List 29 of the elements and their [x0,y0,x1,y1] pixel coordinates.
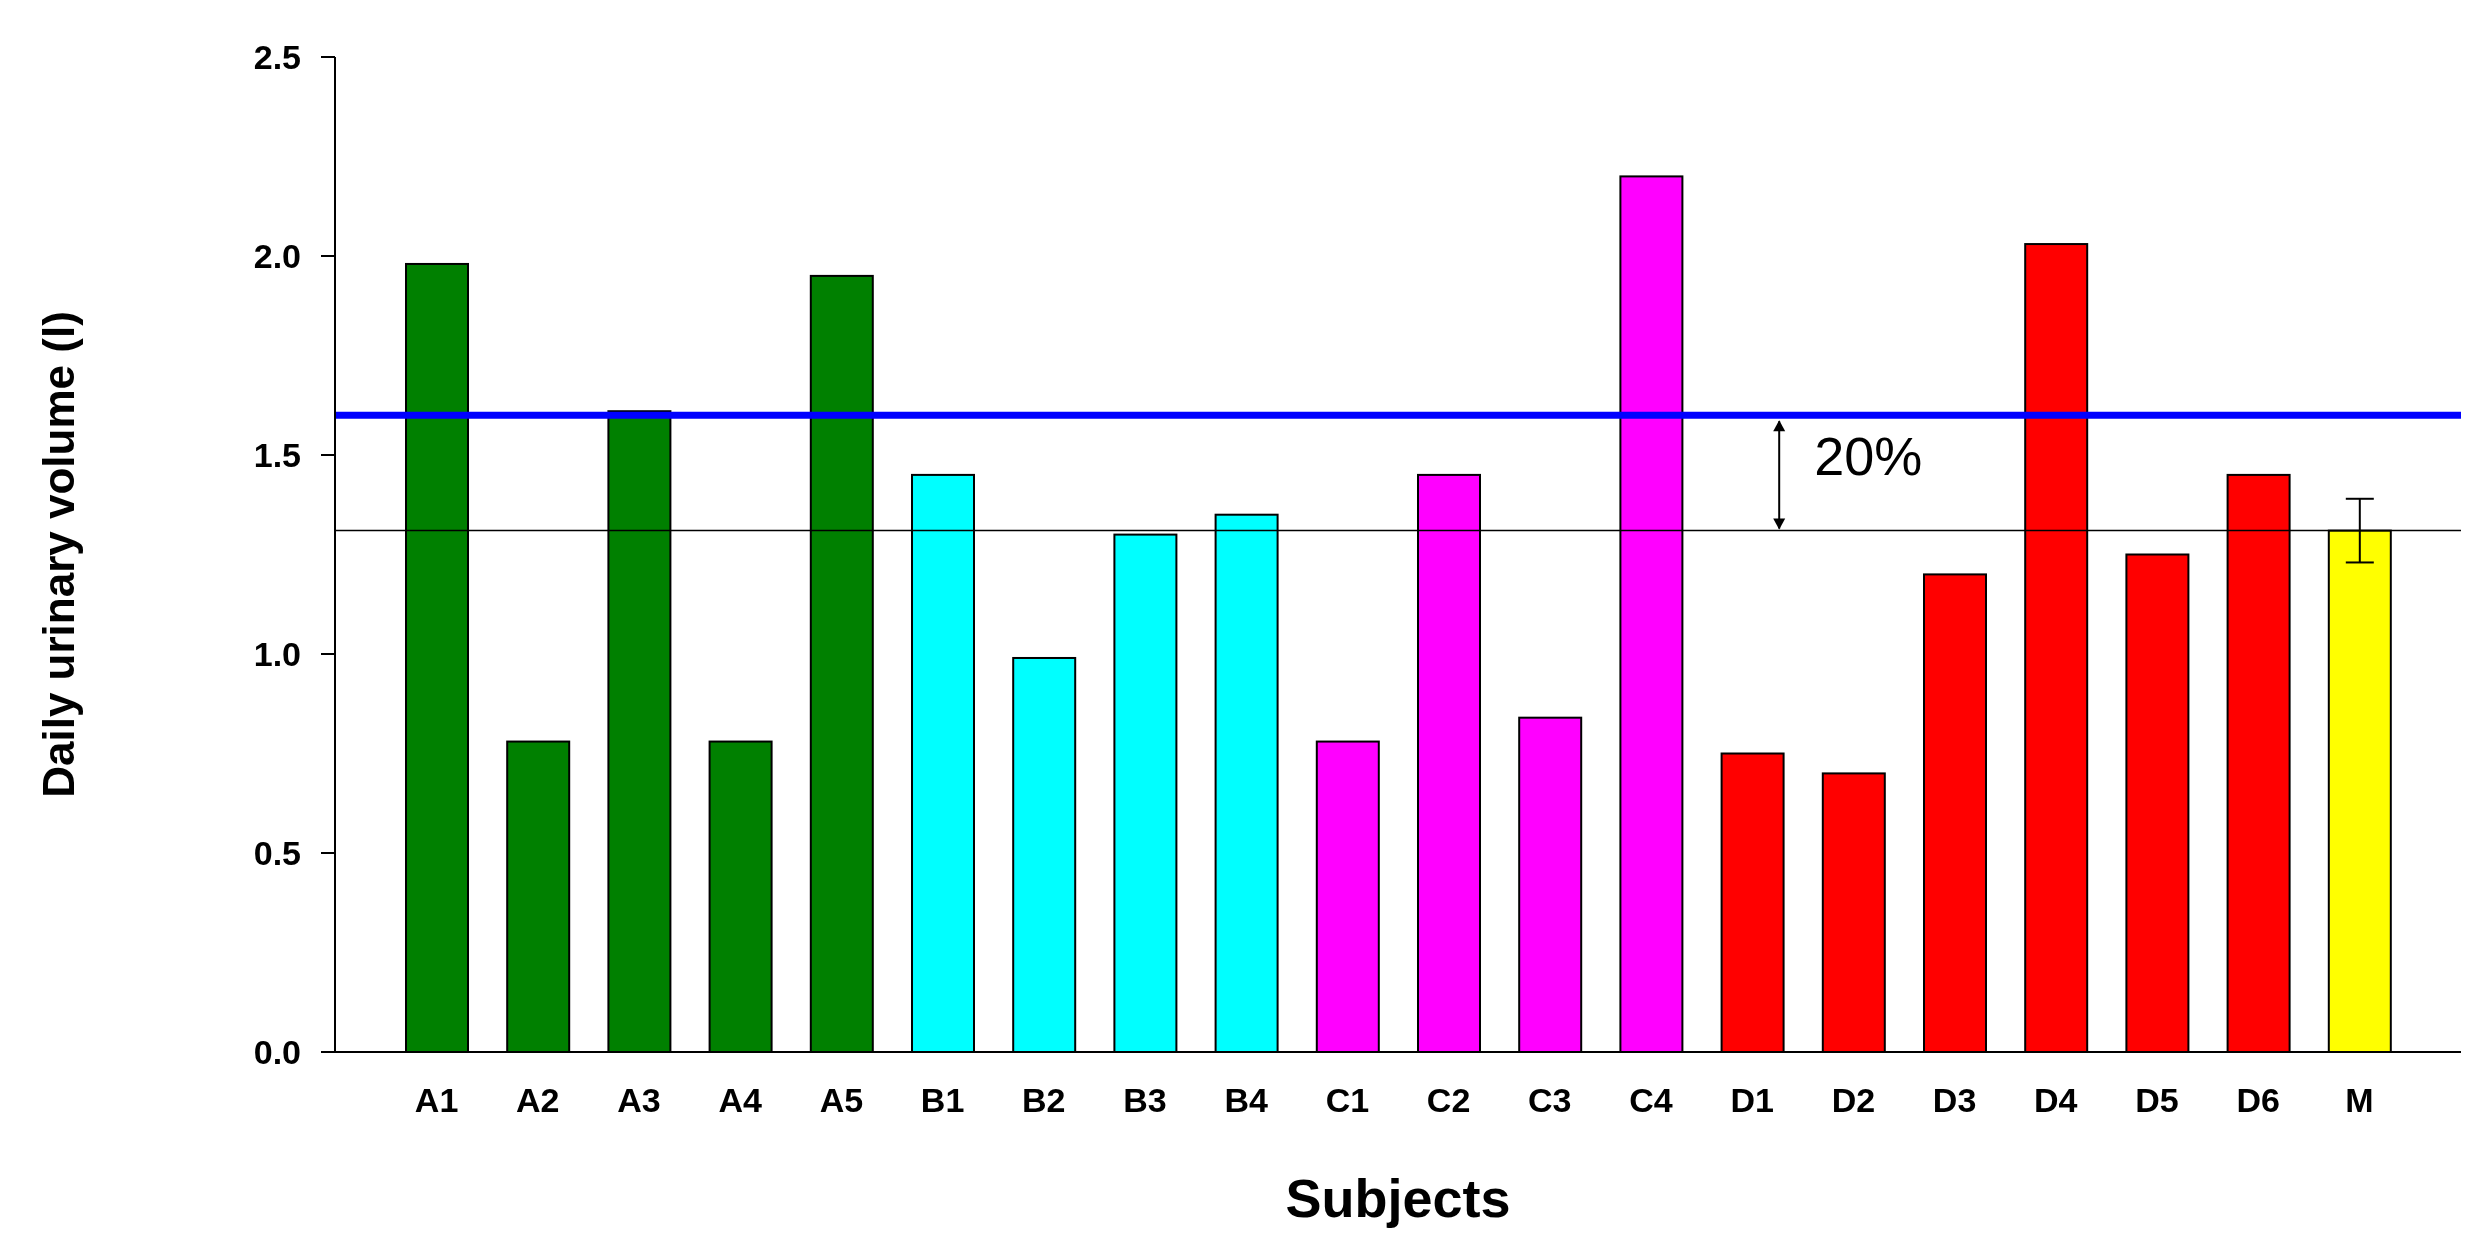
x-tick-label: C1 [1325,1081,1370,1120]
x-tick-label: D6 [2236,1081,2280,1120]
x-tick-label: B2 [1022,1081,1066,1120]
x-tick-label: D5 [2135,1081,2179,1120]
y-tick-label: 1.5 [253,436,301,475]
x-tick-label: A3 [617,1081,661,1120]
x-tick-label: B4 [1224,1081,1269,1120]
x-tick-label: A2 [516,1081,560,1120]
y-tick-label: 2.5 [253,38,301,77]
x-tick-label: C2 [1426,1081,1471,1120]
x-tick-label: B1 [920,1081,965,1120]
y-tick-label: 0.5 [253,834,301,873]
x-tick-label: D1 [1730,1081,1774,1120]
x-tick-label: D3 [1932,1081,1977,1120]
x-tick-label: B3 [1123,1081,1167,1120]
x-axis-title: Subjects [1285,1168,1511,1228]
y-tick-label: 0.0 [253,1033,301,1072]
x-tick-label: C3 [1528,1081,1572,1120]
x-tick-label: D2 [1831,1081,1876,1120]
x-tick-label: C4 [1629,1081,1673,1120]
y-tick-label: 2.0 [253,237,301,276]
y-tick-label: 1.0 [253,635,301,674]
x-tick-label: A1 [414,1081,459,1120]
x-tick-label: A4 [718,1081,763,1120]
x-tick-label: D4 [2034,1081,2078,1120]
y-axis-title: Daily urinary volume (l) [33,311,83,798]
x-tick-label: M [2345,1081,2374,1120]
x-tick-label: A5 [819,1081,864,1120]
annotation: 20% [1814,426,1923,487]
